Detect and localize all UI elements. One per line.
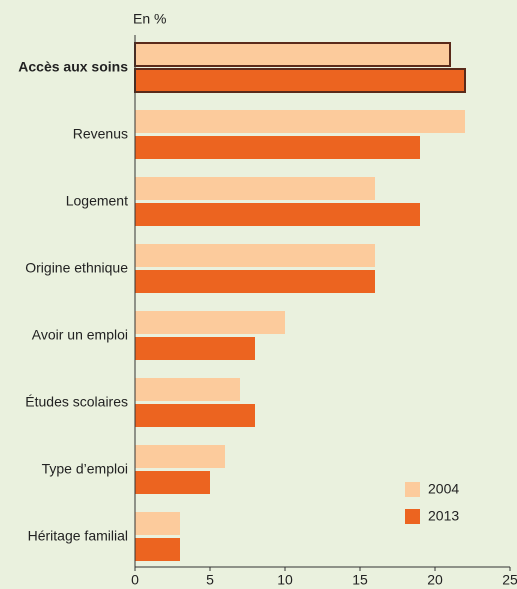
bar bbox=[135, 538, 180, 561]
category-label: Revenus bbox=[73, 126, 128, 142]
category-label: Type d’emploi bbox=[42, 461, 128, 477]
bar bbox=[135, 337, 255, 360]
bar bbox=[135, 177, 375, 200]
category-label: Accès aux soins bbox=[18, 59, 128, 75]
bar bbox=[135, 512, 180, 535]
x-tick-label: 10 bbox=[277, 572, 293, 588]
bar bbox=[135, 270, 375, 293]
bar bbox=[135, 203, 420, 226]
bar bbox=[134, 68, 466, 93]
x-tick-label: 20 bbox=[427, 572, 443, 588]
bar bbox=[134, 42, 451, 67]
legend-label: 2004 bbox=[428, 481, 459, 497]
bar bbox=[135, 311, 285, 334]
bar bbox=[135, 378, 240, 401]
bar bbox=[135, 244, 375, 267]
legend-swatch bbox=[405, 482, 420, 497]
category-label: Études scolaires bbox=[25, 394, 128, 410]
category-label: Héritage familial bbox=[28, 528, 128, 544]
bar bbox=[135, 471, 210, 494]
x-tick-label: 25 bbox=[502, 572, 517, 588]
bar bbox=[135, 404, 255, 427]
bar bbox=[135, 136, 420, 159]
x-tick-label: 0 bbox=[131, 572, 139, 588]
category-label: Logement bbox=[66, 193, 128, 209]
legend-label: 2013 bbox=[428, 508, 459, 524]
axis-label: En % bbox=[133, 11, 166, 27]
category-label: Origine ethnique bbox=[25, 260, 128, 276]
x-tick-label: 15 bbox=[352, 572, 368, 588]
category-label: Avoir un emploi bbox=[32, 327, 128, 343]
legend-swatch bbox=[405, 509, 420, 524]
bar bbox=[135, 445, 225, 468]
x-tick-label: 5 bbox=[206, 572, 214, 588]
bar bbox=[135, 110, 465, 133]
